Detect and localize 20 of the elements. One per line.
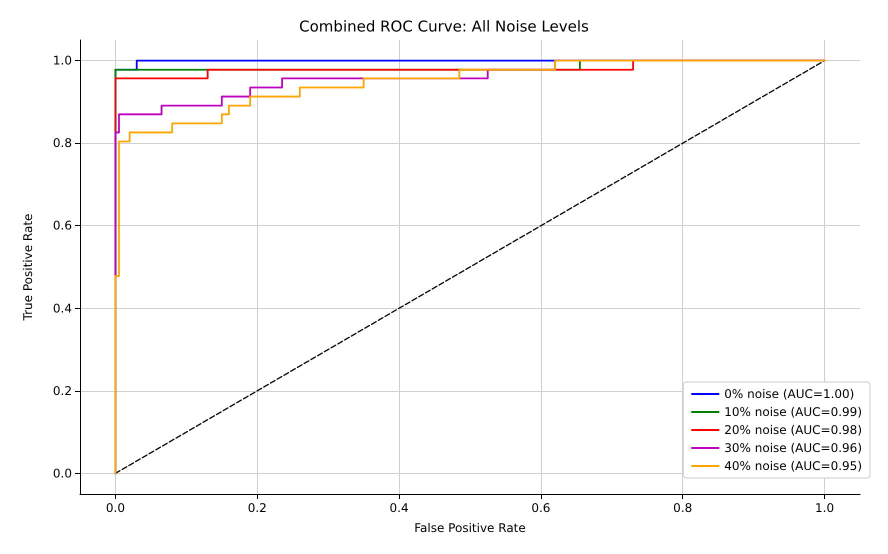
y-tick-label: 0.0	[52, 466, 72, 480]
legend-label: 10% noise (AUC=0.99)	[724, 405, 862, 419]
x-tick-label: 0.2	[248, 501, 267, 515]
x-tick-label: 0.8	[673, 501, 692, 515]
y-axis-title: True Positive Rate	[21, 214, 35, 322]
y-tick-label: 1.0	[52, 54, 72, 68]
legend-label: 0% noise (AUC=1.00)	[724, 387, 854, 401]
legend-label: 40% noise (AUC=0.95)	[724, 459, 862, 473]
x-tick-label: 1.0	[815, 501, 834, 515]
x-tick-label: 0.4	[390, 501, 409, 515]
legend-label: 30% noise (AUC=0.96)	[724, 441, 862, 455]
y-tick-label: 0.4	[52, 301, 72, 316]
x-tick-label: 0.6	[531, 501, 550, 515]
legend-label: 20% noise (AUC=0.98)	[724, 423, 862, 437]
x-axis-title: False Positive Rate	[414, 521, 526, 535]
y-tick-label: 0.2	[52, 384, 72, 398]
y-tick-label: 0.8	[52, 136, 72, 150]
chart-title: Combined ROC Curve: All Noise Levels	[299, 18, 590, 36]
y-tick-label: 0.6	[52, 218, 72, 233]
x-tick-label: 0.0	[106, 501, 125, 515]
